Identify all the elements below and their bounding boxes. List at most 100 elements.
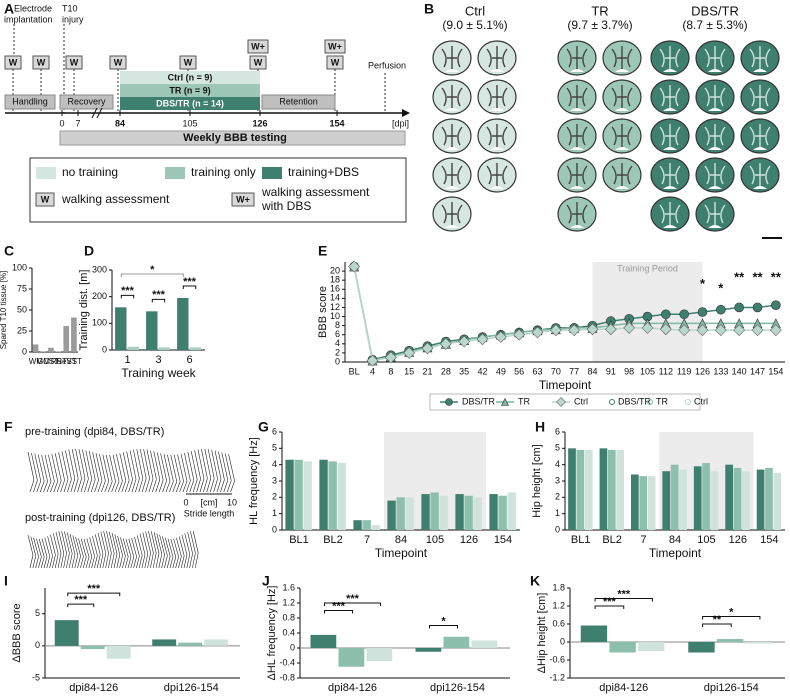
bar [756, 469, 765, 530]
stick [186, 554, 191, 569]
w-label: W+ [236, 194, 250, 204]
stick [216, 479, 222, 493]
bar [106, 645, 131, 659]
bar [396, 497, 405, 530]
stick [155, 479, 161, 493]
stick [173, 538, 179, 557]
stick [122, 452, 130, 481]
w-box [247, 39, 269, 54]
y-tick-label: 2 [335, 347, 340, 357]
stick [141, 478, 147, 493]
lesion [445, 147, 459, 150]
phase-label: Retention [279, 96, 318, 106]
stick [111, 481, 116, 493]
stick [94, 479, 99, 493]
stick [173, 454, 181, 482]
significance: ** [752, 269, 763, 284]
stick [36, 538, 42, 557]
legend-dot [609, 399, 615, 405]
scale-label: 0 [183, 497, 188, 507]
lesion [490, 108, 504, 111]
lesion [615, 108, 629, 111]
stick [218, 451, 225, 480]
stick [44, 454, 52, 482]
lesion [663, 147, 677, 150]
stick [121, 480, 127, 493]
bbb-label: Weekly BBB testing [183, 132, 287, 144]
lesion [753, 69, 767, 72]
significance: * [700, 276, 706, 291]
stick [94, 534, 101, 555]
bar [189, 347, 201, 350]
x-tick-label: 105 [640, 366, 655, 376]
group-label: DBS/TR (n = 14) [156, 98, 224, 108]
y-axis-label: Hip height [cm] [531, 444, 543, 517]
legend-label: walking assessment [61, 192, 170, 206]
stick [63, 479, 69, 493]
x-tick-label: 15 [404, 366, 414, 376]
stick [164, 555, 168, 569]
significance: *** [617, 588, 631, 600]
stick [130, 556, 135, 569]
panel-label: E [318, 243, 327, 259]
lesion [490, 147, 504, 150]
bracket [429, 625, 458, 629]
lesion [708, 225, 722, 228]
gray-matter [486, 163, 508, 187]
legend-label: with DBS [261, 199, 311, 213]
stick [82, 556, 87, 569]
w-label: W [37, 57, 46, 67]
gray-matter [441, 124, 463, 148]
stick [187, 452, 195, 481]
marker [421, 342, 434, 355]
bar [647, 476, 656, 530]
lesion [490, 186, 504, 189]
lesion [615, 69, 629, 72]
stick [230, 480, 235, 493]
stick [178, 536, 185, 556]
significance: *** [183, 276, 197, 288]
y-tick-label: 3 [272, 475, 277, 485]
panel-label: G [258, 419, 269, 435]
marker [384, 351, 397, 364]
stick [124, 556, 129, 569]
x-tick-label: 84 [395, 534, 407, 546]
bar [127, 346, 139, 350]
w-label: W [70, 57, 79, 67]
stick [169, 556, 174, 569]
stick [113, 553, 118, 569]
stick [82, 449, 89, 479]
bar [337, 463, 346, 530]
stick [122, 538, 129, 557]
annotation: Electrode [14, 3, 52, 13]
bar [405, 497, 414, 530]
bar [71, 317, 77, 352]
stick [150, 531, 157, 554]
bar [616, 449, 625, 530]
stick [192, 530, 199, 554]
panel-label: F [4, 419, 13, 435]
significance: * [150, 264, 155, 276]
stick [84, 478, 89, 493]
panel-label: J [262, 573, 270, 589]
x-tick-label: BL1 [571, 534, 591, 546]
stick [43, 481, 48, 493]
stick [204, 448, 212, 479]
gray-matter [486, 46, 508, 70]
lesion [490, 69, 504, 72]
bar [716, 639, 744, 642]
stick [60, 553, 65, 569]
stick [135, 478, 140, 493]
lesion [663, 108, 677, 111]
bar [670, 464, 679, 530]
gray-matter [704, 202, 726, 226]
stick [156, 452, 164, 481]
stick [54, 453, 62, 481]
bar [294, 459, 303, 530]
y-tick-label: -0.4 [279, 657, 295, 667]
gray-matter [566, 163, 588, 187]
panel-label: H [535, 419, 545, 435]
stick [158, 554, 163, 569]
stick [199, 478, 205, 493]
stick [133, 556, 137, 569]
